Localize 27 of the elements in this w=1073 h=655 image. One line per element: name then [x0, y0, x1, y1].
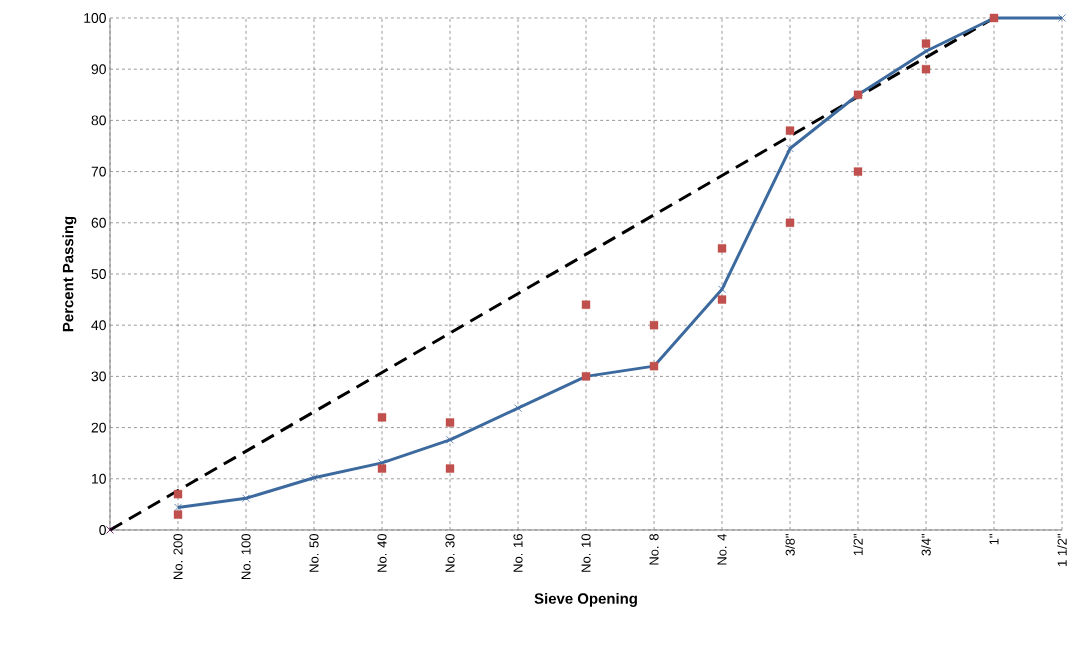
y-tick-label: 70: [91, 166, 106, 177]
y-tick-label: 40: [91, 320, 106, 331]
y-tick-label: 20: [91, 422, 106, 433]
x-tick-label: No. 10: [581, 534, 591, 572]
y-tick-label: 50: [91, 269, 106, 279]
y-tick-label: 0: [99, 525, 106, 535]
x-tick-label: 1/2": [853, 534, 863, 556]
x-tick-label: No. 100: [241, 534, 251, 579]
y-tick-label: 10: [92, 473, 106, 484]
x-axis-title: Sieve Opening: [534, 592, 637, 607]
x-tick-label: No. 200: [173, 534, 183, 579]
y-tick-label: 90: [91, 64, 106, 75]
x-tick-label: No. 40: [377, 534, 387, 572]
y-axis-title: Percent Passing: [62, 216, 77, 332]
x-tick-label: No. 30: [445, 534, 455, 572]
y-tick-label: 80: [91, 115, 106, 126]
x-tick-label: No. 8: [649, 534, 659, 565]
x-tick-label: 3/8": [785, 534, 795, 556]
x-tick-label: 1": [989, 534, 999, 545]
x-tick-label: No. 4: [717, 533, 727, 565]
y-tick-label: 60: [91, 217, 106, 228]
y-tick-label: 100: [84, 13, 106, 23]
x-tick-label: No. 16: [513, 534, 523, 572]
x-tick-label: No. 50: [309, 534, 319, 572]
y-tick-label: 30: [91, 371, 106, 382]
x-tick-label: 1 1/2": [1057, 534, 1067, 566]
x-tick-label: 3/4": [921, 534, 931, 556]
